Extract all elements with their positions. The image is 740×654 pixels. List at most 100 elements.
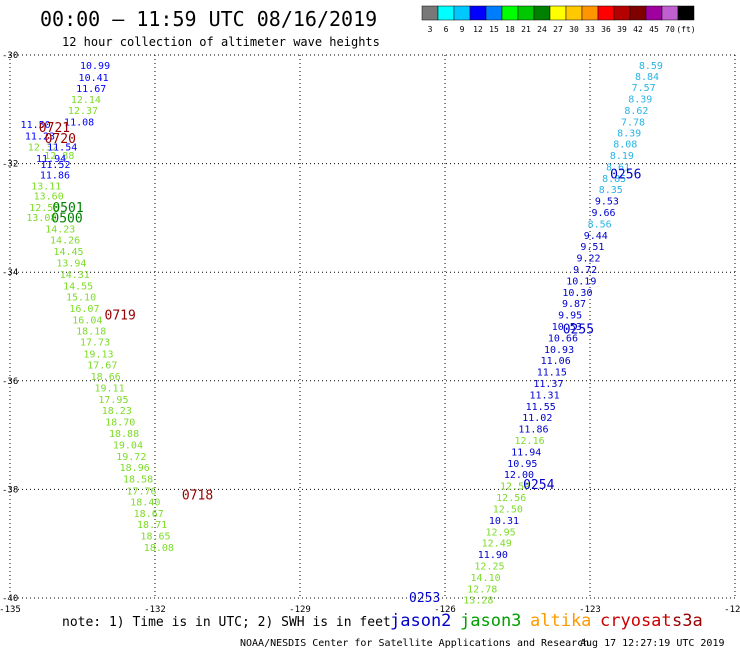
wave-height-value: 8.85 xyxy=(602,174,626,185)
wave-height-value: 12.14 xyxy=(71,95,101,106)
satellite-legend-jason3: jason3 xyxy=(460,611,521,631)
wave-height-value: 9.53 xyxy=(595,197,619,208)
color-swatch xyxy=(469,5,487,21)
wave-height-value: 8.62 xyxy=(624,106,648,117)
color-swatch xyxy=(517,5,535,21)
color-swatch xyxy=(453,5,471,21)
color-swatch xyxy=(501,5,519,21)
wave-height-value: 11.67 xyxy=(76,84,106,95)
footer-timestamp: Aug 17 12:27:19 UTC 2019 xyxy=(580,638,725,649)
wave-height-value: 9.87 xyxy=(562,299,586,310)
pass-time-label: 0718 xyxy=(182,488,213,503)
chart-subtitle: 12 hour collection of altimeter wave hei… xyxy=(62,35,380,49)
wave-height-value: 19.11 xyxy=(95,383,125,394)
wave-height-value: 19.04 xyxy=(113,440,143,451)
wave-height-value: 11.37 xyxy=(533,379,563,390)
wave-height-value: 18.18 xyxy=(76,326,106,337)
pass-time-label: 0501 xyxy=(52,201,83,216)
wave-height-value: 8.56 xyxy=(588,219,612,230)
wave-height-value: 8.35 xyxy=(599,185,623,196)
pass-time-label: 0500 xyxy=(51,211,82,226)
chart-title: 00:00 – 11:59 UTC 08/16/2019 xyxy=(40,7,377,31)
wave-height-value: 11.15 xyxy=(537,368,567,379)
color-scale-label: 24 xyxy=(537,25,547,34)
satellite-legend-cryosat: cryosat xyxy=(600,611,672,631)
x-tick-label: -126 xyxy=(434,605,456,615)
y-tick-label: -30 xyxy=(2,51,18,61)
wave-height-value: 11.86 xyxy=(40,171,70,182)
wave-height-value: 10.53 xyxy=(552,322,582,333)
wave-height-value: 12.58 xyxy=(29,203,59,214)
wave-height-value: 12.59 xyxy=(500,482,530,493)
wave-height-value: 18.67 xyxy=(134,509,164,520)
wave-height-value: 12.95 xyxy=(486,527,516,538)
wave-height-value: 18.88 xyxy=(109,429,139,440)
pass-time-label: 0721 xyxy=(39,121,70,136)
color-scale-label: 30 xyxy=(569,25,579,34)
wave-height-value: 17.76 xyxy=(126,487,156,498)
wave-height-value: 11.54 xyxy=(47,142,77,153)
wave-height-value: 13.28 xyxy=(463,596,493,607)
wave-height-value: 18.23 xyxy=(102,406,132,417)
wave-height-value: 18.40 xyxy=(130,497,160,508)
wave-height-value: 10.66 xyxy=(548,333,578,344)
wave-height-value: 12.88 xyxy=(44,151,74,162)
y-tick-label: -38 xyxy=(2,485,18,495)
color-swatch xyxy=(629,5,647,21)
y-tick-label: -40 xyxy=(2,594,18,604)
wave-height-value: 11.06 xyxy=(541,356,571,367)
wave-height-value: 10.41 xyxy=(79,73,109,84)
wave-height-value: 17.67 xyxy=(87,361,117,372)
footer-note: note: 1) Time is in UTC; 2) SWH is in fe… xyxy=(62,615,391,630)
wave-height-value: 12.16 xyxy=(515,436,545,447)
wave-height-value: 11.50 xyxy=(21,120,51,131)
y-tick-label: -32 xyxy=(2,160,18,170)
wave-height-value: 8.39 xyxy=(628,94,652,105)
color-scale-label: 27 xyxy=(553,25,563,34)
wave-height-value: 9.22 xyxy=(577,254,601,265)
color-scale-label: 6 xyxy=(444,25,449,34)
wave-height-value: 10.93 xyxy=(544,345,574,356)
color-scale-label: 12 xyxy=(473,25,483,34)
satellite-legend: jason2 jason3 altika cryosat s3a xyxy=(390,611,703,631)
wave-height-value: 9.72 xyxy=(573,265,597,276)
color-scale-label: 33 xyxy=(585,25,595,34)
color-scale-label: (ft) xyxy=(676,25,695,34)
wave-height-value: 11.23 xyxy=(25,131,55,142)
wave-height-value: 12.00 xyxy=(504,470,534,481)
wave-height-value: 16.07 xyxy=(69,304,99,315)
color-swatch xyxy=(597,5,615,21)
wave-height-value: 14.26 xyxy=(50,236,80,247)
color-scale-label: 9 xyxy=(460,25,465,34)
pass-time-label: 0254 xyxy=(523,478,554,493)
wave-height-value: 10.30 xyxy=(562,288,592,299)
pass-time-label: 0719 xyxy=(105,309,136,324)
footer-credit: NOAA/NESDIS Center for Satellite Applica… xyxy=(240,638,589,649)
axis-tick-labels: -135 -132 -129 -126 -123 -120 -30 -32 -34 -36 -38 -… xyxy=(0,51,740,615)
wave-height-value: 13.60 xyxy=(34,192,64,203)
wave-height-value: 12.32 xyxy=(28,142,58,153)
wave-height-value: 10.31 xyxy=(489,516,519,527)
wave-height-value: 14.10 xyxy=(471,573,501,584)
color-scale-label: 45 xyxy=(649,25,659,34)
y-tick-label: -34 xyxy=(2,268,18,278)
color-scale-label: 42 xyxy=(633,25,643,34)
wave-height-value: 11.55 xyxy=(526,402,556,413)
pass-time-label: 0720 xyxy=(45,132,76,147)
x-tick-label: -135 xyxy=(0,605,21,615)
wave-height-value: 11.02 xyxy=(522,413,552,424)
wave-height-value: 18.66 xyxy=(91,372,121,383)
color-scale-label: 70 xyxy=(665,25,675,34)
wave-height-value: 9.66 xyxy=(591,208,615,219)
wave-height-value: 11.94 xyxy=(511,447,541,458)
color-scale-label: 3 xyxy=(428,25,433,34)
color-scale-legend: 3 6 9 12 15 18 21 24 27 30 33 36 39 42 45 70 (ft) xyxy=(421,5,696,34)
wave-height-value: 9.95 xyxy=(558,311,582,322)
wave-height-value: 11.86 xyxy=(518,425,548,436)
wave-height-value: 13.11 xyxy=(31,181,61,192)
wave-height-value: 12.78 xyxy=(467,584,497,595)
color-scale-label: 15 xyxy=(489,25,499,34)
wave-height-value: 18.58 xyxy=(123,475,153,486)
